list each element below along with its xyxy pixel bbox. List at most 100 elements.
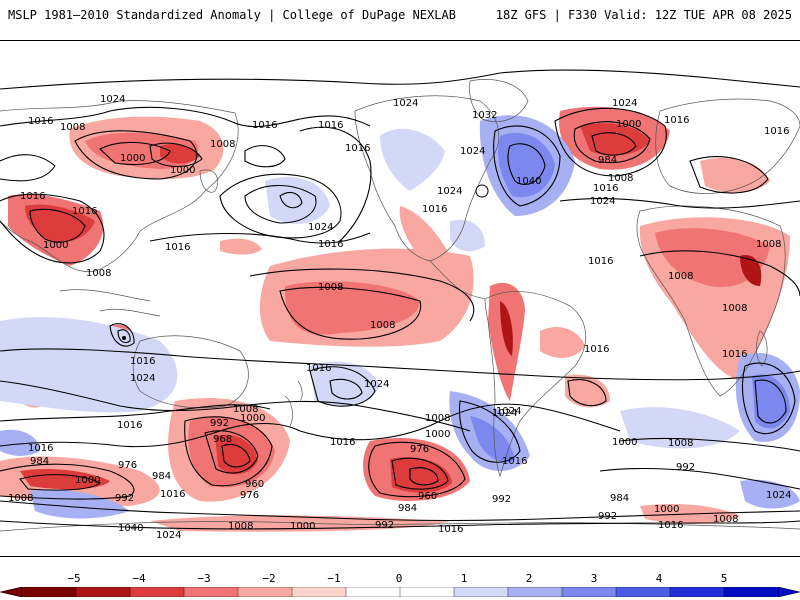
isobar-label: 992 (115, 493, 134, 504)
colorbar-swatch (291, 587, 347, 597)
colorbar-tick-label: 5 (720, 572, 728, 585)
isobar (754, 379, 787, 424)
isobar-label: 984 (30, 456, 49, 467)
isobar (689, 156, 769, 194)
isobar (299, 126, 372, 242)
colorbar-swatch (129, 587, 185, 597)
colorbar-swatch (183, 587, 239, 597)
anomaly-area-antarctic-west (30, 489, 130, 519)
isobar-label: 1016 (345, 143, 370, 154)
isobar (109, 323, 135, 347)
isobar-label: 1000 (425, 429, 450, 440)
isobar-label: 1016 (658, 520, 683, 531)
isobar-label: 1008 (668, 438, 693, 449)
isobar (0, 463, 135, 500)
isobar-label: 1024 (393, 98, 418, 109)
isobar-label: 1032 (472, 110, 497, 121)
coastline-north-america (354, 95, 499, 262)
isobar-label: 1040 (516, 176, 541, 187)
isobar-label: 984 (610, 493, 629, 504)
coastline-greenland (469, 79, 529, 123)
isobar-label: 1024 (590, 196, 615, 207)
colorbar-swatch (669, 587, 725, 597)
isobar-label: 1000 (290, 521, 315, 532)
isobar (204, 430, 259, 474)
isobar-label: 1016 (28, 443, 53, 454)
isobar-label: 1024 (612, 98, 637, 109)
isobar-label: 1016 (130, 356, 155, 367)
isobar-label: 1008 (228, 521, 253, 532)
coastline-australia (132, 335, 249, 409)
colorbar-tick-label: 3 (590, 572, 598, 585)
header: MSLP 1981–2010 Standardized Anomaly | Co… (0, 0, 800, 40)
coastline-indonesia (59, 289, 161, 317)
high-pressure-center (475, 184, 489, 198)
coastline-europe (655, 98, 800, 194)
isobar (29, 208, 86, 243)
colorbar-tick-label: 4 (655, 572, 663, 585)
isobar-label: 1000 (654, 504, 679, 515)
isobar-label: 1016 (664, 115, 689, 126)
isobar (0, 348, 800, 381)
isobar-label: 1000 (612, 437, 637, 448)
isobar-label: 1024 (460, 146, 485, 157)
colorbar-tick-label: −2 (262, 572, 276, 585)
positive-anomaly-shading (0, 115, 800, 519)
colorbar-tick-label: −5 (67, 572, 81, 585)
colorbar-swatch (399, 587, 455, 597)
isobar (329, 378, 363, 400)
isobar-label: 1000 (120, 153, 145, 164)
anomaly-area-west-coast (399, 206, 450, 263)
isobar-label: 992 (492, 494, 511, 505)
map-canvas: 1024 1016 1008 1016 1000 1000 1008 1016 … (0, 41, 800, 556)
isobar-label: 1008 (8, 493, 33, 504)
isobar-label: 1016 (330, 437, 355, 448)
coastline-new-zealand (284, 380, 303, 427)
isobar (0, 154, 56, 182)
anomaly-area-south-atlantic (565, 374, 610, 408)
coastline-antarctica (0, 521, 800, 532)
isobar-label: 1008 (425, 413, 450, 424)
anomaly-area-north-pacific-high (265, 177, 330, 224)
colorbar-swatch (345, 587, 401, 597)
anomaly-area-southern-pacific-east-core (390, 457, 452, 493)
isobar-label: 1008 (233, 404, 258, 415)
isobar (0, 106, 371, 128)
isobar-label: 1008 (86, 268, 111, 279)
anomaly-area-europe (700, 157, 770, 193)
colorbar-arrow-left (0, 587, 23, 597)
isobar (149, 232, 371, 244)
isobar-label: 1016 (588, 256, 613, 267)
negative-anomaly-shading (0, 106, 790, 532)
isobar-label: 1016 (422, 204, 447, 215)
isobar (221, 443, 251, 468)
isobar-label: 1016 (72, 206, 97, 217)
isobar (554, 107, 667, 177)
isobar (0, 380, 471, 432)
colorbar-swatch (615, 587, 671, 597)
isobar (0, 193, 105, 264)
isobar-label: 960 (245, 479, 264, 490)
isobar-label: 1040 (118, 523, 143, 534)
isobar-label: 1024 (766, 490, 791, 501)
isobar-labels: 1024 1016 1008 1016 1000 1000 1008 1016 … (8, 94, 791, 541)
isobar (639, 250, 800, 297)
isobar-label: 992 (676, 462, 695, 473)
isobar (309, 366, 376, 407)
anomaly-area-gulf (450, 219, 485, 252)
isobar (507, 143, 546, 185)
isobar (0, 520, 800, 530)
colorbar-swatch (21, 587, 77, 597)
anomaly-area-west-pacific (0, 429, 40, 456)
isobar-label: 1024 (492, 408, 517, 419)
isobar (573, 121, 651, 164)
isobar-label: 1016 (722, 349, 747, 360)
isobar-label: 1000 (75, 475, 100, 486)
isobar (0, 404, 271, 422)
colorbar-arrow-right (777, 587, 800, 597)
isobar-label: 1016 (20, 191, 45, 202)
isobar (184, 416, 273, 487)
isobar-label: 1024 (130, 373, 155, 384)
anomaly-area-south-america-east (540, 326, 585, 358)
isobar-label: 1008 (713, 514, 738, 525)
